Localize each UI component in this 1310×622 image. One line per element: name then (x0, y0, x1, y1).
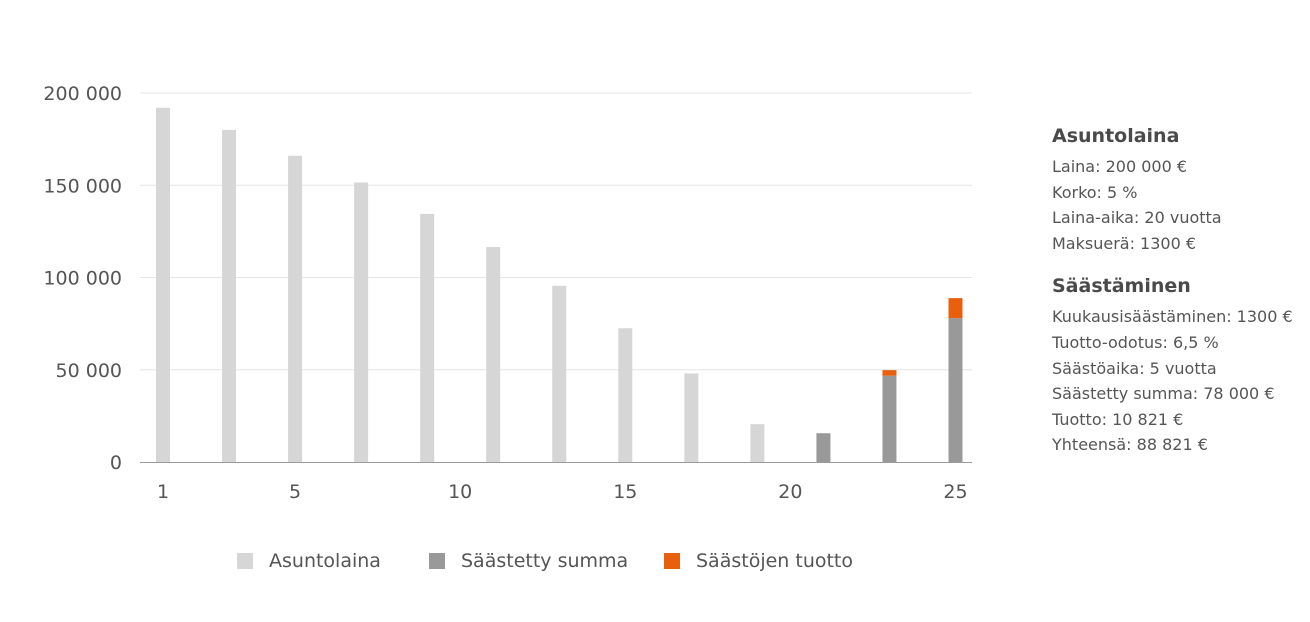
bar-asuntolaina-17 (684, 373, 699, 462)
bar-asuntolaina-7 (354, 182, 369, 463)
bar-saastojen-tuotto-25 (948, 298, 963, 319)
bar-asuntolaina-19 (750, 424, 765, 462)
loan-info: Asuntolaina Laina: 200 000 € Korko: 5 % … (1052, 124, 1302, 256)
y-tick-label: 150 000 (43, 175, 122, 197)
saving-saved-sum: Säästetty summa: 78 000 € (1052, 384, 1275, 404)
legend-item-saastetty-summa: Säästetty summa (429, 550, 628, 572)
bar-asuntolaina-15 (618, 328, 633, 462)
x-tick-label: 1 (157, 481, 169, 503)
loan-term: Laina-aika: 20 vuotta (1052, 208, 1222, 228)
loan-payment: Maksuerä: 1300 € (1052, 233, 1197, 253)
y-tick-label: 200 000 (43, 83, 122, 105)
bar-asuntolaina-5 (288, 155, 303, 463)
bar-saastojen-tuotto-23 (882, 370, 897, 376)
bar-asuntolaina-13 (552, 285, 567, 462)
x-tick-label: 15 (613, 481, 637, 503)
legend-swatch-saastojen-tuotto (664, 553, 680, 569)
saving-info: Säästäminen Kuukausisäästäminen: 1300 € … (1052, 274, 1302, 458)
legend: Asuntolaina Säästetty summa Säästöjen tu… (0, 550, 1310, 580)
legend-label-saastojen-tuotto: Säästöjen tuotto (696, 550, 854, 572)
bar-asuntolaina-9 (420, 213, 435, 462)
saving-period: Säästöaika: 5 vuotta (1052, 358, 1217, 378)
loan-title: Asuntolaina (1052, 125, 1180, 147)
saving-monthly: Kuukausisäästäminen: 1300 € (1052, 307, 1293, 327)
loan-amount: Laina: 200 000 € (1052, 157, 1188, 176)
x-tick-label: 25 (943, 481, 967, 503)
x-tick-label: 5 (289, 481, 301, 503)
y-tick-label: 100 000 (43, 268, 122, 290)
x-tick-label: 10 (448, 481, 472, 503)
saving-title: Säästäminen (1052, 275, 1191, 298)
saving-total: Yhteensä: 88 821 € (1052, 435, 1208, 455)
legend-swatch-saastetty-summa (429, 553, 445, 569)
legend-label-saastetty-summa: Säästetty summa (461, 550, 629, 572)
legend-item-asuntolaina: Asuntolaina (237, 550, 381, 572)
bar-asuntolaina-3 (222, 129, 237, 462)
saving-return: Tuotto: 10 821 € (1052, 409, 1184, 429)
y-tick-label: 0 (110, 452, 122, 474)
legend-item-saastojen-tuotto: Säästöjen tuotto (664, 550, 853, 572)
legend-label-asuntolaina: Asuntolaina (269, 550, 381, 572)
bars (156, 107, 963, 463)
bar-asuntolaina-1 (156, 107, 170, 462)
legend-swatch-asuntolaina (237, 553, 253, 569)
bar-asuntolaina-11 (486, 247, 501, 462)
loan-interest: Korko: 5 % (1052, 182, 1138, 202)
x-tick-label: 20 (778, 481, 802, 503)
y-tick-label: 50 000 (56, 360, 122, 382)
bar-saastetty-summa-21 (816, 433, 831, 462)
bar-saastetty-summa-25 (948, 318, 963, 462)
bar-saastetty-summa-23 (882, 375, 897, 462)
info-panel: Asuntolaina Laina: 200 000 € Korko: 5 % … (1052, 124, 1302, 458)
saving-expected-return: Tuotto-odotus: 6,5 % (1052, 332, 1219, 352)
